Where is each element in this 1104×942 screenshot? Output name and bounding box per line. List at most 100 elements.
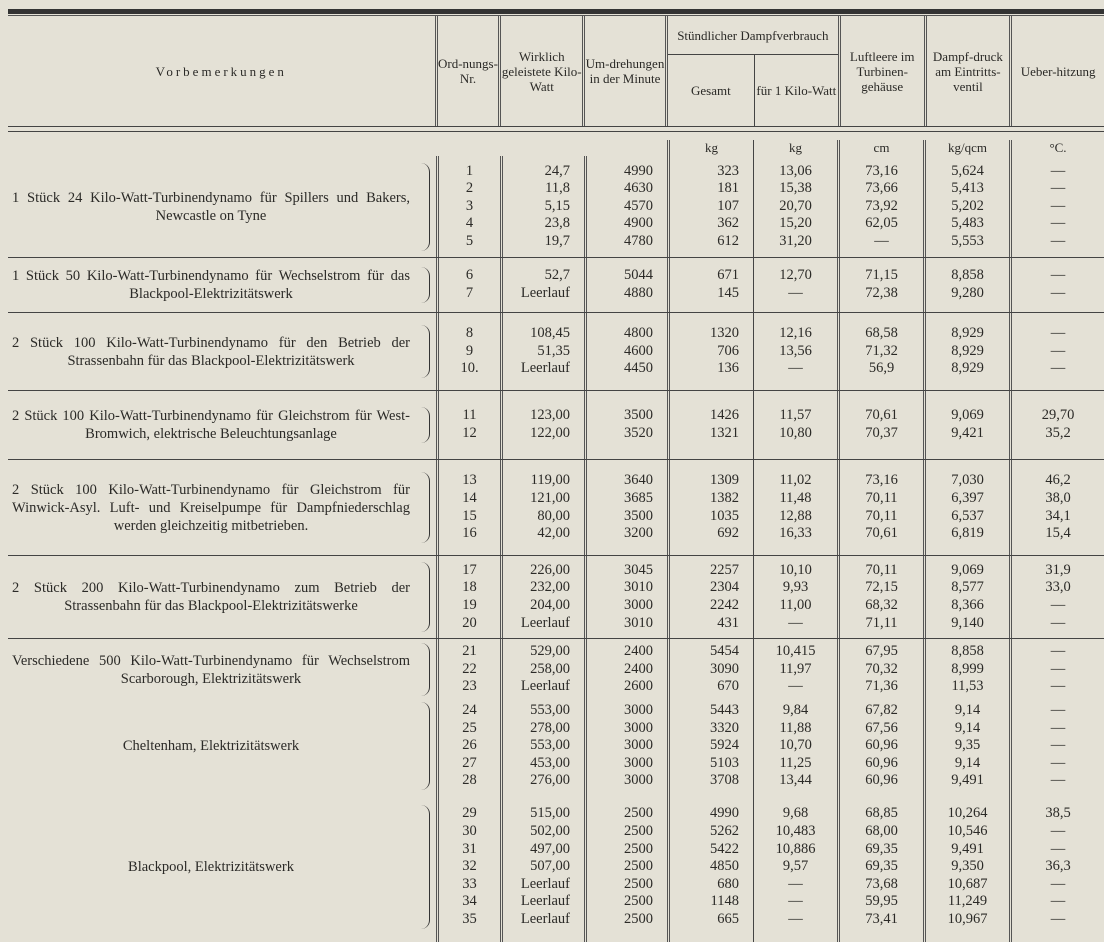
cell-dampfdruck: 9,421 xyxy=(951,425,984,441)
cell-umdrehungen: 4600 xyxy=(624,342,653,359)
column-umdrehungen: 5044 4880 xyxy=(584,258,667,312)
cell-pro-kw: 10,80 xyxy=(779,425,812,441)
cell-gesamt: 1035 xyxy=(710,507,739,524)
cell-ueberhitzung: 31,9 xyxy=(1045,561,1071,578)
cell-ueberhitzung: — xyxy=(1050,180,1066,197)
cell-dampfdruck: 5,202 xyxy=(951,197,984,214)
cell-ueberhitzung: — xyxy=(1050,719,1066,736)
cell-kw: 276,00 xyxy=(530,772,570,789)
cell-ueberhitzung: — xyxy=(1050,678,1066,695)
column-ueberhitzung: — — — — — xyxy=(1009,700,1104,792)
column-dampfdruck: 8,858 9,280 xyxy=(923,258,1009,312)
cell-umdrehungen: 2600 xyxy=(624,678,653,695)
cell-nr: 17 xyxy=(462,561,477,578)
cell-gesamt: 323 xyxy=(717,162,739,179)
cell-ueberhitzung: 33,0 xyxy=(1045,579,1071,596)
cell-ueberhitzung: — xyxy=(1050,772,1066,789)
cell-luftleere: 68,32 xyxy=(865,597,898,613)
column-kw: 24,7 11,8 5,15 23,8 19,7 xyxy=(500,156,584,257)
cell-nr: 25 xyxy=(462,719,477,736)
cell-kw: 42,00 xyxy=(537,525,570,542)
cell-dampfdruck: 5,483 xyxy=(951,215,984,232)
cell-gesamt: 3708 xyxy=(710,772,739,789)
cell-ueberhitzung: — xyxy=(1050,643,1066,660)
cell-gesamt: 3320 xyxy=(710,719,739,736)
cell-kw: 453,00 xyxy=(530,754,570,771)
cell-nr: 4 xyxy=(465,215,474,232)
cell-nr: 1 xyxy=(465,162,474,179)
cell-dampfdruck: 6,819 xyxy=(951,525,984,542)
cell-umdrehungen: 2500 xyxy=(624,910,653,927)
cell-luftleere: 73,92 xyxy=(865,197,898,214)
cell-dampfdruck: 11,249 xyxy=(947,893,988,910)
cell-dampfdruck: 5,413 xyxy=(951,180,984,197)
cell-umdrehungen: 2500 xyxy=(624,840,653,857)
cell-pro-kw: — xyxy=(788,614,803,631)
cell-ueberhitzung: 29,70 xyxy=(1041,407,1075,424)
cell-kw: 502,00 xyxy=(530,823,570,840)
cell-umdrehungen: 3520 xyxy=(624,425,653,441)
cell-nr: 23 xyxy=(462,678,477,695)
cell-umdrehungen: 4630 xyxy=(624,180,653,197)
cell-umdrehungen: 4880 xyxy=(624,285,653,301)
cell-gesamt: 4850 xyxy=(710,858,739,875)
cell-ueberhitzung: — xyxy=(1050,325,1066,342)
cell-umdrehungen: 2500 xyxy=(624,858,653,875)
cell-kw: 529,00 xyxy=(530,643,570,660)
column-nr: 13 14 15 16 xyxy=(436,460,500,555)
cell-pro-kw: 11,00 xyxy=(779,597,812,613)
column-dampfdruck: 8,929 8,929 8,929 xyxy=(923,313,1009,390)
cell-luftleere: 60,96 xyxy=(865,754,898,771)
column-pro-kw: 10,415 11,97— xyxy=(753,639,837,700)
cell-luftleere: 71,11 xyxy=(865,614,898,631)
cell-luftleere: 67,82 xyxy=(865,702,898,719)
cell-dampfdruck: 6,537 xyxy=(951,507,984,524)
column-umdrehungen: 3500 3520 xyxy=(584,391,667,459)
cell-kw: Leerlauf xyxy=(520,360,570,377)
cell-dampfdruck: 8,577 xyxy=(951,579,984,596)
cell-dampfdruck: 9,14 xyxy=(954,702,981,719)
cell-nr: 6 xyxy=(465,267,474,284)
cell-umdrehungen: 2400 xyxy=(624,660,653,677)
cell-luftleere: 68,00 xyxy=(865,823,898,840)
column-nr: 29 30 31 32 33 34 35 xyxy=(436,792,500,942)
cell-dampfdruck: 9,491 xyxy=(951,772,984,789)
cell-kw: 5,15 xyxy=(544,197,570,214)
cell-pro-kw: 13,44 xyxy=(779,772,812,789)
cell-pro-kw: 10,70 xyxy=(779,737,812,754)
cell-dampfdruck: 10,546 xyxy=(947,823,988,840)
cell-pro-kw: 11,88 xyxy=(779,719,812,736)
cell-luftleere: 70,11 xyxy=(865,507,898,524)
cell-umdrehungen: 3685 xyxy=(624,489,653,506)
table-group: 2 Stück 200 Kilo-Watt-Turbinendynamo zum… xyxy=(8,556,1104,639)
cell-luftleere: 67,56 xyxy=(865,719,898,736)
cell-luftleere: 60,96 xyxy=(865,772,898,789)
group-description: 1 Stück 50 Kilo-Watt-Turbinendynamo für … xyxy=(12,268,410,302)
column-umdrehungen: 3640 3685 3500 3200 xyxy=(584,460,667,555)
cell-pro-kw: 15,38 xyxy=(779,180,812,197)
table-group: Blackpool, Elektrizitätswerk 29 30 31 32 33 34… xyxy=(8,792,1104,942)
cell-luftleere: 68,85 xyxy=(865,805,898,822)
cell-pro-kw: — xyxy=(788,893,803,910)
column-ueberhitzung: — — — xyxy=(1009,313,1104,390)
cell-pro-kw: 13,56 xyxy=(779,342,812,359)
column-ueberhitzung: — — — — — xyxy=(1009,156,1104,257)
cell-luftleere: 73,68 xyxy=(865,875,898,892)
cell-luftleere: — xyxy=(874,232,889,249)
column-ueberhitzung: 46,2 38,0 34,1 15,4 xyxy=(1009,460,1104,555)
cell-kw: Leerlauf xyxy=(520,678,570,695)
cell-pro-kw: 11,97 xyxy=(779,660,812,677)
cell-nr: 12 xyxy=(462,425,477,441)
brace xyxy=(421,267,430,303)
cell-gesamt: 5422 xyxy=(710,840,739,857)
column-umdrehungen: 2500 2500 2500 2500 2500 2500 2500 xyxy=(584,792,667,942)
cell-umdrehungen: 4800 xyxy=(624,325,653,342)
cell-gesamt: 3090 xyxy=(710,660,739,677)
cell-pro-kw: 31,20 xyxy=(779,232,812,249)
cell-nr: 28 xyxy=(462,772,477,789)
header-nr: Ord-nungs-Nr. xyxy=(434,16,499,126)
group-description: Cheltenham, Elektrizitätswerk xyxy=(122,738,300,754)
cell-gesamt: 181 xyxy=(717,180,739,197)
cell-kw: 122,00 xyxy=(530,425,570,441)
cell-nr: 27 xyxy=(462,754,477,771)
